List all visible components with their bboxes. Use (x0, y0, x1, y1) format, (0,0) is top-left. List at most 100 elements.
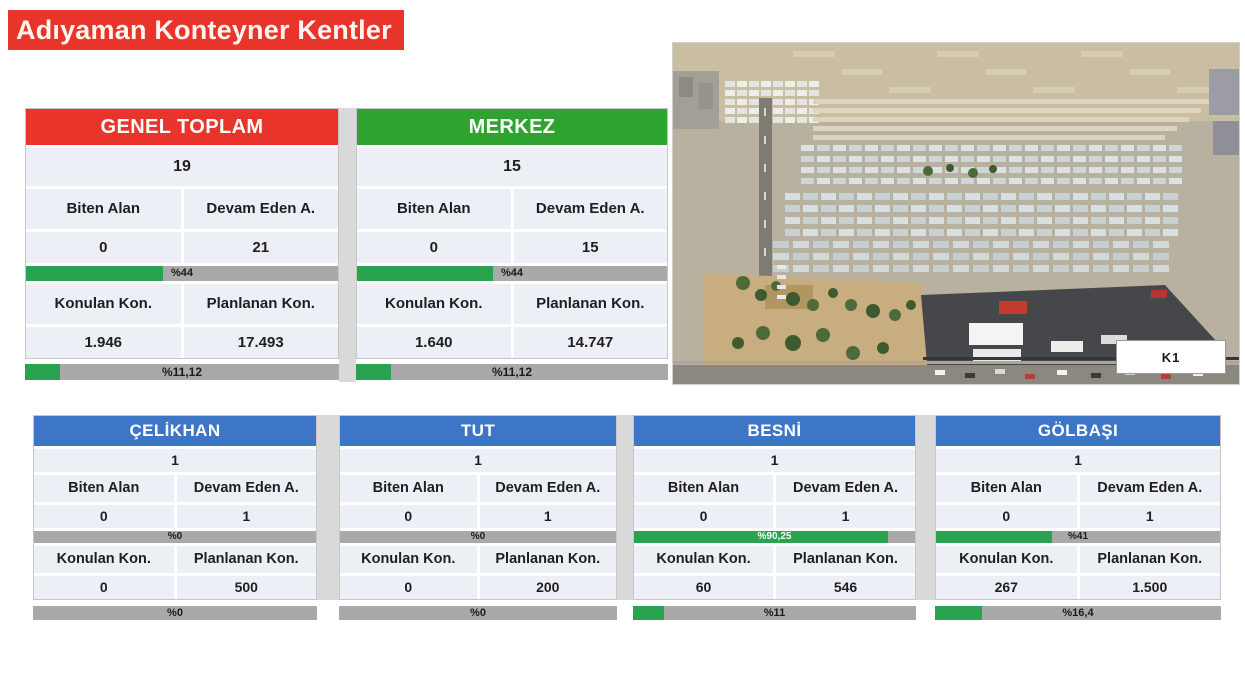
placed-containers-value: 0 (34, 576, 174, 599)
progress-fill (357, 266, 494, 281)
progress-fill (634, 531, 888, 543)
planned-containers-value: 14.747 (513, 327, 667, 358)
area-progress-bar: %0 (34, 531, 316, 543)
page-title: Adıyaman Konteyner Kentler (8, 10, 404, 50)
progress-fill (356, 364, 391, 380)
ongoing-area-value: 1 (176, 505, 316, 528)
planned-containers-value: 1.500 (1079, 576, 1220, 599)
divider-strip (339, 108, 356, 382)
divider-strip (317, 415, 339, 600)
planned-containers-label: Planlanan Kon. (776, 546, 915, 573)
progress-label: %0 (470, 531, 486, 542)
placed-containers-label: Konulan Kon. (26, 284, 181, 324)
card-header: TUT (340, 416, 616, 446)
card-merkez: MERKEZ 15 Biten Alan Devam Eden A. 0 15 … (356, 108, 668, 380)
progress-fill (936, 531, 1053, 543)
planned-containers-label: Planlanan Kon. (1079, 546, 1220, 573)
card-table: ÇELİKHAN 1 Biten Alan Devam Eden A. 0 1 … (33, 415, 317, 600)
card-title: MERKEZ (468, 115, 556, 138)
area-progress-bar: %41 (936, 531, 1220, 543)
progress-label: %0 (167, 531, 183, 542)
card-table: BESNİ 1 Biten Alan Devam Eden A. 0 1 %90… (633, 415, 916, 600)
ongoing-area-value: 15 (513, 232, 667, 263)
placed-containers-label: Konulan Kon. (34, 546, 174, 573)
finished-area-value: 0 (357, 232, 511, 263)
card-header: BESNİ (634, 416, 915, 446)
placed-containers-value: 60 (634, 576, 773, 599)
progress-label: %41 (1067, 531, 1088, 542)
finished-area-label: Biten Alan (340, 475, 477, 502)
card-table: MERKEZ 15 Biten Alan Devam Eden A. 0 15 … (356, 108, 668, 359)
card-table: GENEL TOPLAM 19 Biten Alan Devam Eden A.… (25, 108, 339, 359)
card-golbasi: GÖLBAŞI 1 Biten Alan Devam Eden A. 0 1 %… (935, 415, 1221, 620)
placed-containers-value: 1.946 (26, 327, 181, 358)
ongoing-area-value: 1 (479, 505, 616, 528)
planned-containers-value: 500 (176, 576, 316, 599)
card-title: GENEL TOPLAM (100, 115, 264, 138)
ongoing-area-value: 1 (1079, 505, 1220, 528)
container-progress-bar: %0 (33, 606, 317, 620)
divider-strip (916, 415, 935, 600)
card-header: ÇELİKHAN (34, 416, 316, 446)
card-genel-toplam: GENEL TOPLAM 19 Biten Alan Devam Eden A.… (25, 108, 339, 380)
container-progress-bar: %0 (339, 606, 617, 620)
progress-label: %11,12 (161, 365, 203, 379)
site-count: 1 (34, 449, 316, 472)
site-count: 1 (340, 449, 616, 472)
progress-label: %16,4 (1062, 607, 1094, 619)
divider-strip (617, 415, 633, 600)
ongoing-area-value: 21 (183, 232, 338, 263)
card-tut: TUT 1 Biten Alan Devam Eden A. 0 1 %0 Ko… (339, 415, 617, 620)
card-title: TUT (460, 421, 496, 440)
container-progress-bar: %11,12 (25, 364, 339, 380)
placed-containers-label: Konulan Kon. (634, 546, 773, 573)
finished-area-label: Biten Alan (34, 475, 174, 502)
ongoing-area-label: Devam Eden A. (513, 189, 667, 229)
finished-area-label: Biten Alan (26, 189, 181, 229)
card-besni: BESNİ 1 Biten Alan Devam Eden A. 0 1 %90… (633, 415, 916, 620)
placed-containers-value: 267 (936, 576, 1077, 599)
finished-area-label: Biten Alan (634, 475, 773, 502)
finished-area-label: Biten Alan (936, 475, 1077, 502)
progress-fill (633, 606, 665, 620)
area-progress-bar: %0 (340, 531, 616, 543)
card-header: GENEL TOPLAM (26, 109, 338, 145)
finished-area-value: 0 (634, 505, 773, 528)
aerial-photo: K1 (672, 42, 1240, 385)
planned-containers-label: Planlanan Kon. (183, 284, 338, 324)
card-title: ÇELİKHAN (129, 421, 221, 440)
progress-label: %11 (763, 607, 786, 619)
ongoing-area-label: Devam Eden A. (479, 475, 616, 502)
progress-label: %0 (470, 607, 486, 619)
card-title: BESNİ (747, 421, 802, 440)
progress-label: %44 (170, 267, 194, 279)
container-progress-bar: %11,12 (356, 364, 668, 380)
card-title: GÖLBAŞI (1037, 421, 1119, 440)
area-progress-bar: %90,25 (634, 531, 915, 543)
progress-label: %44 (500, 267, 524, 279)
site-count: 19 (26, 148, 338, 186)
finished-area-label: Biten Alan (357, 189, 511, 229)
progress-label: %0 (167, 607, 183, 619)
finished-area-value: 0 (34, 505, 174, 528)
ongoing-area-label: Devam Eden A. (1079, 475, 1220, 502)
planned-containers-label: Planlanan Kon. (176, 546, 316, 573)
site-count: 15 (357, 148, 667, 186)
area-progress-bar: %44 (26, 266, 338, 281)
planned-containers-label: Planlanan Kon. (513, 284, 667, 324)
placed-containers-value: 1.640 (357, 327, 511, 358)
progress-label: %11,12 (491, 365, 533, 379)
finished-area-value: 0 (936, 505, 1077, 528)
planned-containers-value: 546 (776, 576, 915, 599)
placed-containers-value: 0 (340, 576, 477, 599)
finished-area-value: 0 (340, 505, 477, 528)
progress-fill (25, 364, 60, 380)
card-header: GÖLBAŞI (936, 416, 1220, 446)
progress-fill (935, 606, 982, 620)
card-table: TUT 1 Biten Alan Devam Eden A. 0 1 %0 Ko… (339, 415, 617, 600)
aerial-photo-svg (673, 43, 1239, 384)
card-header: MERKEZ (357, 109, 667, 145)
container-progress-bar: %16,4 (935, 606, 1221, 620)
placed-containers-label: Konulan Kon. (340, 546, 477, 573)
card-table: GÖLBAŞI 1 Biten Alan Devam Eden A. 0 1 %… (935, 415, 1221, 600)
